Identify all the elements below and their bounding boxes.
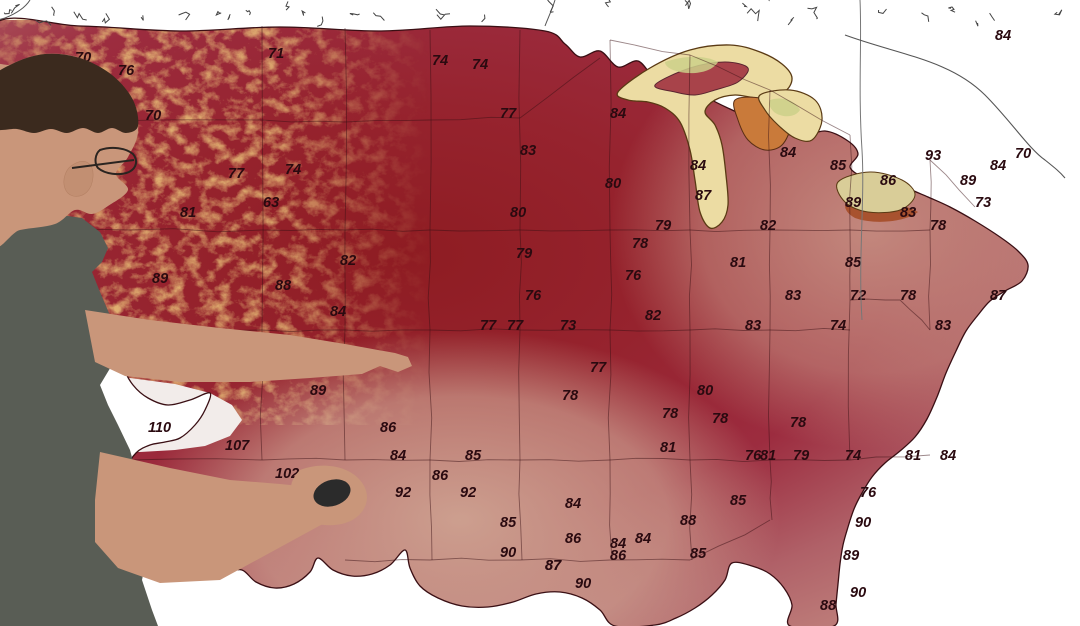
svg-text:89: 89 [152, 271, 168, 287]
svg-text:79: 79 [655, 218, 671, 234]
svg-text:85: 85 [830, 158, 847, 174]
svg-text:83: 83 [785, 288, 801, 304]
svg-text:88: 88 [820, 598, 837, 614]
svg-text:70: 70 [1015, 146, 1031, 162]
svg-text:81: 81 [180, 205, 196, 221]
svg-text:84: 84 [995, 28, 1011, 44]
svg-text:84: 84 [565, 496, 581, 512]
svg-text:86: 86 [565, 531, 582, 547]
svg-text:86: 86 [610, 548, 627, 564]
svg-text:85: 85 [465, 448, 482, 464]
svg-text:107: 107 [225, 438, 250, 454]
svg-text:79: 79 [516, 246, 532, 262]
svg-text:89: 89 [960, 173, 976, 189]
svg-text:74: 74 [285, 162, 301, 178]
svg-text:77: 77 [480, 318, 497, 334]
svg-text:81: 81 [730, 255, 746, 271]
svg-text:89: 89 [845, 195, 861, 211]
svg-text:88: 88 [275, 278, 292, 294]
svg-text:92: 92 [460, 485, 476, 501]
svg-text:82: 82 [760, 218, 776, 234]
svg-text:84: 84 [635, 531, 651, 547]
svg-text:90: 90 [855, 515, 871, 531]
svg-text:82: 82 [645, 308, 661, 324]
svg-text:89: 89 [843, 548, 859, 564]
svg-text:78: 78 [632, 236, 649, 252]
svg-text:87: 87 [695, 188, 712, 204]
svg-text:74: 74 [845, 448, 861, 464]
svg-text:78: 78 [712, 411, 729, 427]
svg-text:79: 79 [793, 448, 809, 464]
svg-text:85: 85 [845, 255, 862, 271]
svg-text:86: 86 [880, 173, 897, 189]
svg-text:77: 77 [500, 106, 517, 122]
svg-text:80: 80 [697, 383, 713, 399]
svg-text:73: 73 [560, 318, 576, 334]
svg-text:72: 72 [850, 288, 866, 304]
svg-text:81: 81 [905, 448, 921, 464]
svg-text:78: 78 [900, 288, 917, 304]
svg-text:77: 77 [228, 166, 245, 182]
svg-text:90: 90 [850, 585, 866, 601]
svg-text:83: 83 [520, 143, 536, 159]
svg-text:86: 86 [432, 468, 449, 484]
svg-text:83: 83 [745, 318, 761, 334]
svg-text:83: 83 [900, 205, 916, 221]
svg-text:74: 74 [472, 57, 488, 73]
svg-text:78: 78 [562, 388, 579, 404]
svg-text:81: 81 [760, 448, 776, 464]
svg-text:86: 86 [380, 420, 397, 436]
svg-text:82: 82 [340, 253, 356, 269]
svg-text:74: 74 [432, 53, 448, 69]
svg-text:74: 74 [830, 318, 846, 334]
svg-text:90: 90 [575, 576, 591, 592]
svg-text:77: 77 [507, 318, 524, 334]
svg-text:84: 84 [780, 145, 796, 161]
svg-text:71: 71 [268, 46, 284, 62]
svg-text:87: 87 [990, 288, 1007, 304]
svg-text:84: 84 [940, 448, 956, 464]
svg-text:84: 84 [390, 448, 406, 464]
svg-text:76: 76 [860, 485, 877, 501]
svg-text:85: 85 [690, 546, 707, 562]
svg-text:87: 87 [545, 558, 562, 574]
svg-text:76: 76 [118, 63, 135, 79]
svg-text:80: 80 [510, 205, 526, 221]
svg-text:78: 78 [930, 218, 947, 234]
svg-text:77: 77 [590, 360, 607, 376]
svg-text:80: 80 [605, 176, 621, 192]
svg-text:92: 92 [395, 485, 411, 501]
svg-text:84: 84 [690, 158, 706, 174]
svg-text:73: 73 [975, 195, 991, 211]
svg-text:76: 76 [525, 288, 542, 304]
svg-text:89: 89 [310, 383, 326, 399]
svg-text:81: 81 [660, 440, 676, 456]
svg-text:85: 85 [500, 515, 517, 531]
svg-text:85: 85 [730, 493, 747, 509]
svg-text:70: 70 [145, 108, 161, 124]
svg-text:83: 83 [935, 318, 951, 334]
svg-text:93: 93 [925, 148, 941, 164]
svg-text:84: 84 [990, 158, 1006, 174]
svg-text:78: 78 [790, 415, 807, 431]
svg-text:110: 110 [148, 420, 171, 436]
svg-text:90: 90 [500, 545, 516, 561]
svg-text:88: 88 [680, 513, 697, 529]
svg-text:84: 84 [610, 106, 626, 122]
svg-text:76: 76 [625, 268, 642, 284]
svg-text:84: 84 [330, 304, 346, 320]
svg-text:78: 78 [662, 406, 679, 422]
svg-text:63: 63 [263, 195, 279, 211]
